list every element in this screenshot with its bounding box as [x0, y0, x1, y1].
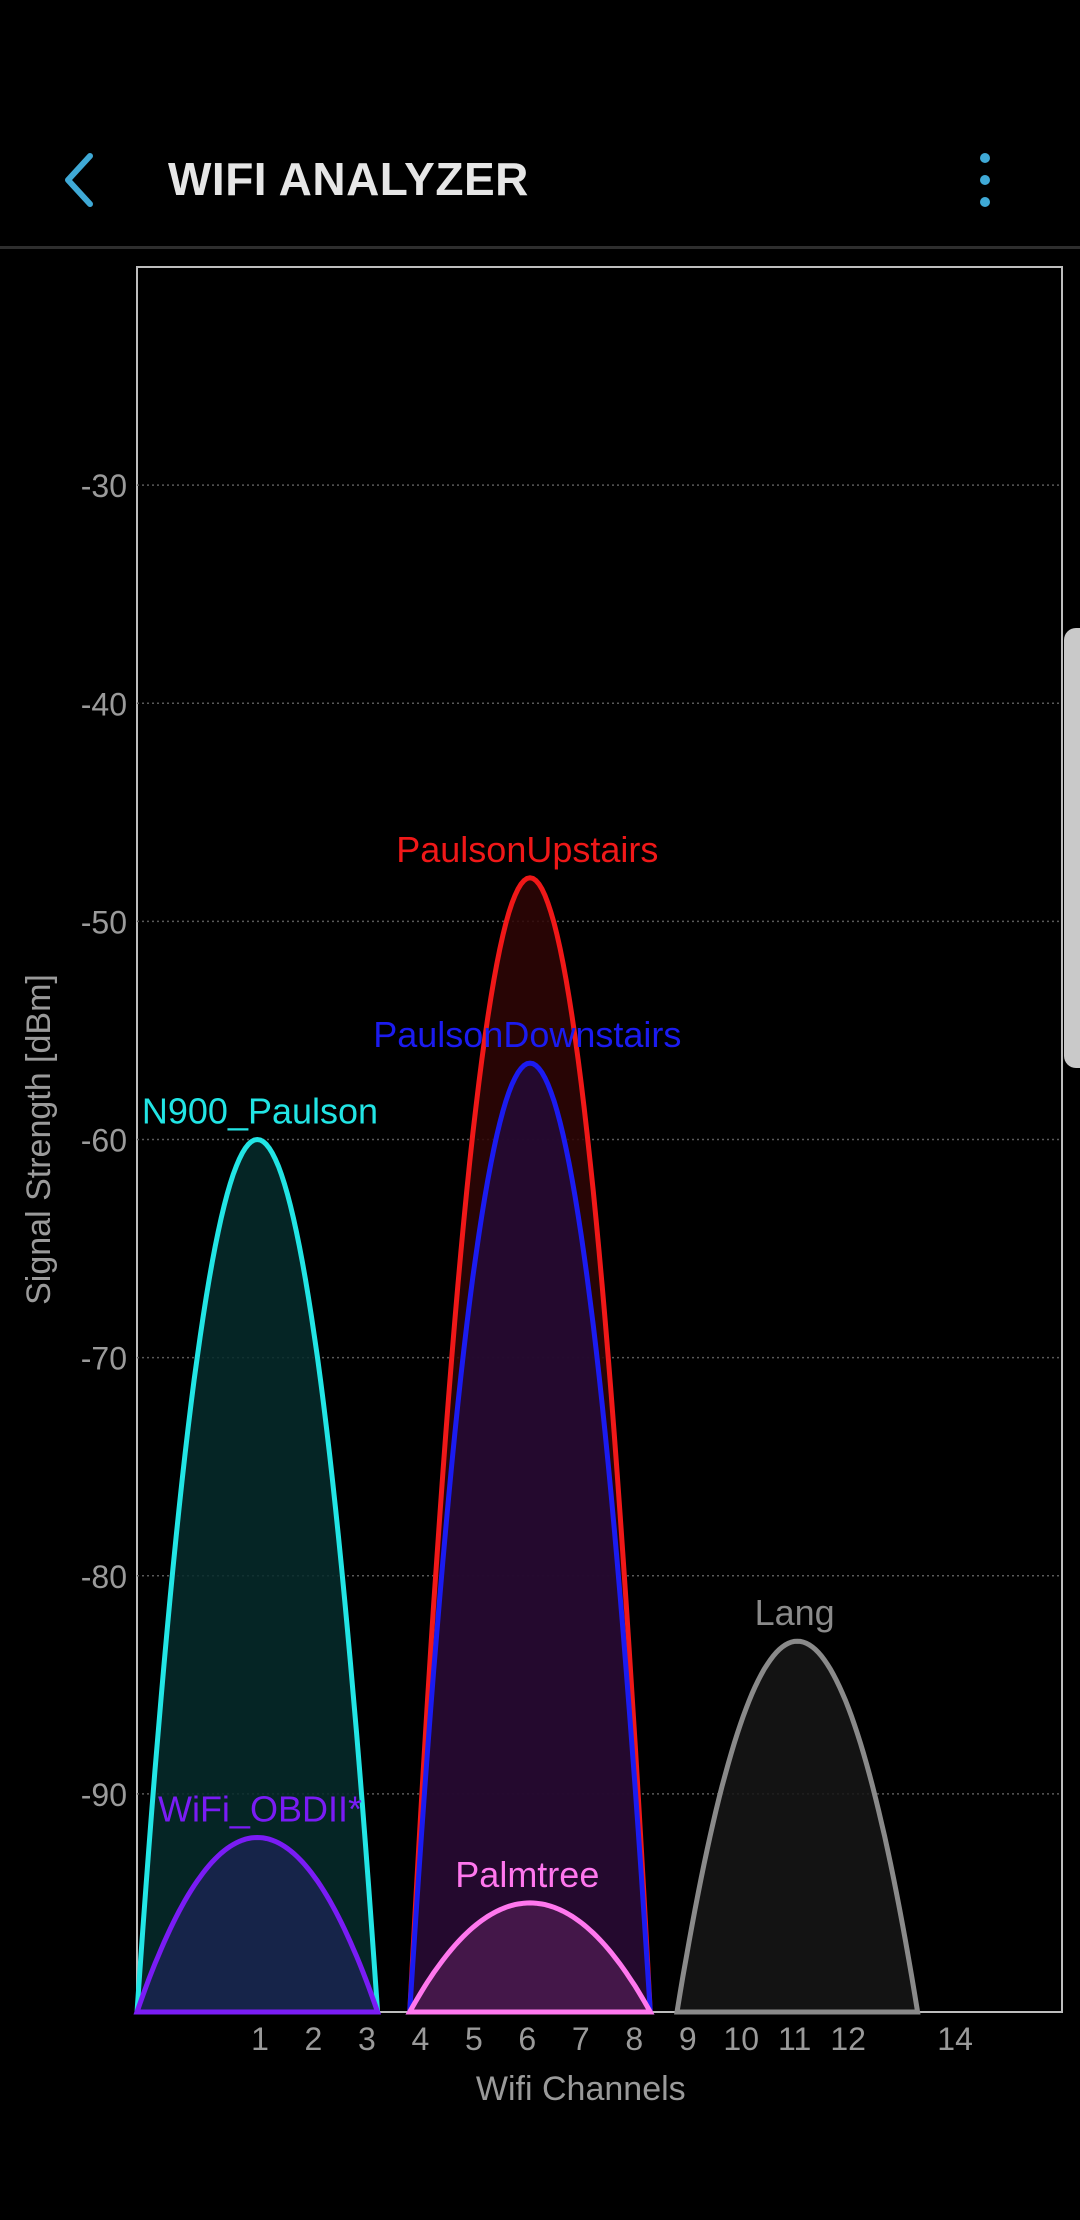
x-tick-label: 4: [411, 2021, 429, 2057]
series-curve-paulsondownstairs: [407, 1060, 653, 2015]
appbar-divider: [0, 246, 1080, 249]
series-curve-n900-paulson: [134, 1136, 381, 2015]
y-tick-label: -60: [81, 1123, 127, 1159]
x-tick-label: 6: [518, 2021, 536, 2057]
x-tick-label: 2: [305, 2021, 323, 2057]
y-tick-label: -30: [81, 468, 127, 504]
app-bar: WIFI ANALYZER: [0, 90, 1080, 246]
x-tick-label: 8: [625, 2021, 643, 2057]
series-curve-wifi-obdii: [133, 1834, 382, 2015]
y-axis-ticks: -30 -40 -50 -60 -70 -80 -90: [81, 468, 127, 1813]
scroll-handle[interactable]: [1064, 628, 1080, 1068]
y-tick-label: -40: [81, 686, 127, 722]
y-tick-label: -80: [81, 1559, 127, 1595]
x-axis-ticks: 1 2 3 4 5 6 7 8 9 10 11 12 14: [251, 2021, 973, 2057]
x-tick-label: 9: [679, 2021, 697, 2057]
series-label-paulsondownstairs: PaulsonDownstairs: [373, 1014, 681, 1055]
series-curve-lang: [674, 1638, 921, 2015]
grid-lines: [137, 484, 1062, 1795]
x-tick-label: 12: [830, 2021, 866, 2057]
series-curves: [133, 875, 921, 2015]
series-label-lang: Lang: [755, 1592, 835, 1633]
x-tick-label: 3: [358, 2021, 376, 2057]
x-tick-label: 10: [723, 2021, 759, 2057]
x-axis-label: Wifi Channels: [476, 2070, 686, 2108]
chevron-left-icon[interactable]: [60, 150, 100, 210]
series-label-n900-paulson: N900_Paulson: [142, 1091, 378, 1132]
y-tick-label: -90: [81, 1777, 127, 1813]
y-axis-label: Signal Strength [dBm]: [20, 974, 58, 1305]
x-tick-label: 1: [251, 2021, 269, 2057]
series-label-wifi-obdii: WiFi_OBDII*: [158, 1789, 362, 1830]
series-labels: N900_Paulson WiFi_OBDII* PaulsonUpstairs Pa…: [142, 829, 835, 1895]
x-tick-label: 7: [572, 2021, 590, 2057]
x-tick-label: 5: [465, 2021, 483, 2057]
series-label-paulsonupstairs: PaulsonUpstairs: [396, 829, 658, 870]
series-label-palmtree: Palmtree: [455, 1854, 599, 1895]
y-tick-label: -50: [81, 904, 127, 940]
page-title: WIFI ANALYZER: [168, 153, 529, 205]
series-curve-palmtree: [405, 1900, 655, 2015]
more-vertical-icon[interactable]: [970, 148, 1000, 212]
y-tick-label: -70: [81, 1341, 127, 1377]
x-tick-label: 14: [937, 2021, 973, 2057]
x-tick-label: 11: [778, 2021, 811, 2057]
